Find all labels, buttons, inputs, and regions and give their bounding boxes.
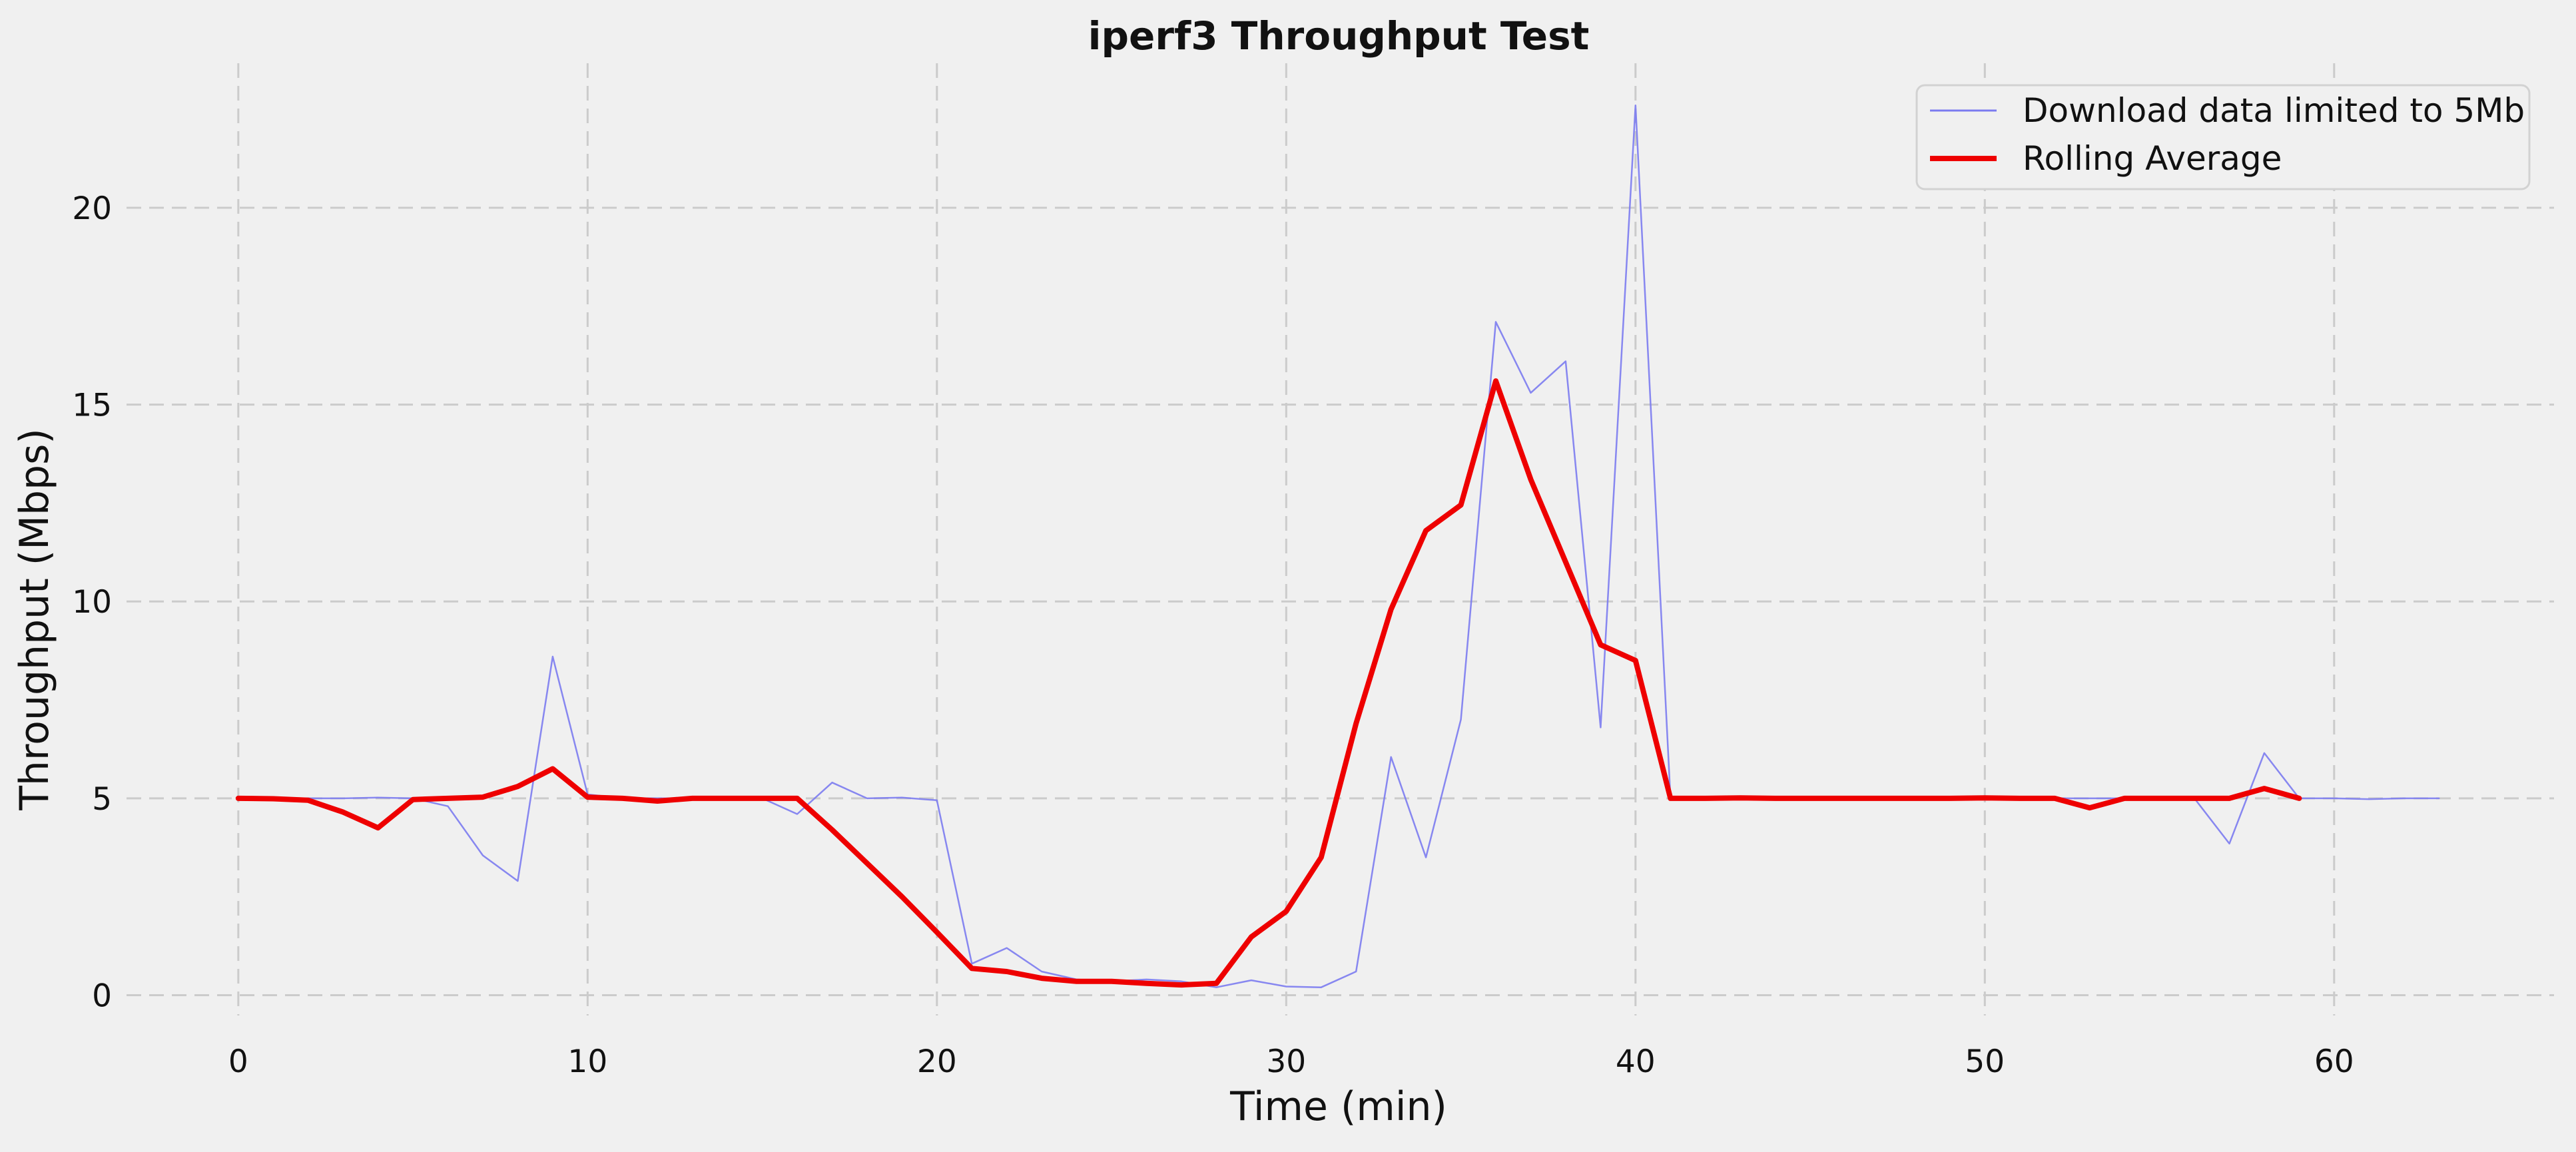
chart-title: iperf3 Throughput Test [1088,13,1590,59]
legend-label-download: Download data limited to 5Mb [2023,91,2525,130]
series-layer [235,104,2440,988]
x-tick-label: 0 [228,1043,248,1080]
x-tick-label: 50 [1965,1043,2005,1080]
x-tick-label: 10 [567,1043,607,1080]
y-tick-label: 5 [92,781,112,818]
y-tick-label: 20 [72,190,112,227]
legend-frame [1915,84,2531,190]
y-axis-label: Throughput (Mbps) [11,428,58,811]
y-tick-label: 10 [72,584,112,621]
x-tick-label: 20 [917,1043,957,1080]
x-axis-label: Time (min) [1229,1083,1447,1130]
rolling-average-line [235,378,2302,988]
x-tick-label: 40 [1616,1043,1656,1080]
y-tick-label: 0 [92,978,112,1015]
legend: Download data limited to 5Mb Rolling Ave… [1915,84,2531,190]
x-tick-label: 30 [1266,1043,1306,1080]
legend-label-rolling-average: Rolling Average [2023,139,2282,178]
tick-layer: 0 10 20 30 40 50 60 0 5 10 15 20 [72,190,2354,1080]
y-tick-label: 15 [72,388,112,424]
x-tick-label: 60 [2314,1043,2354,1080]
